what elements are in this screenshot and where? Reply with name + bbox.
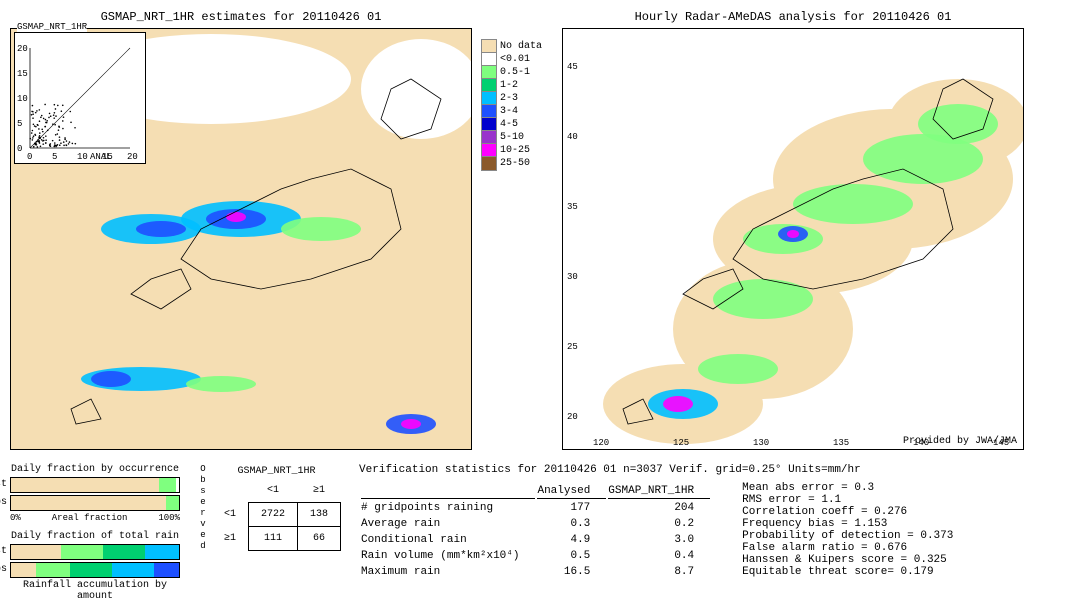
inset-svg: 0055101015152020ANAL (15, 33, 145, 163)
metric-line: Correlation coeff = 0.276 (742, 506, 953, 518)
svg-text:135: 135 (833, 438, 849, 448)
svg-text:20: 20 (127, 152, 138, 162)
verification-panel: Verification statistics for 20110426 01 … (359, 464, 1070, 581)
left-map-panel: GSMAP_NRT_1HR 0055101015152020ANAL (10, 28, 472, 450)
ct-00: 2722 (249, 502, 298, 526)
metric-line: Mean abs error = 0.3 (742, 482, 953, 494)
total-est-bar: Est (10, 544, 180, 560)
svg-text:40: 40 (567, 132, 578, 142)
contingency-title: GSMAP_NRT_1HR (212, 466, 341, 477)
provided-label: Provided by JWA/JMA (903, 436, 1017, 447)
scatter-inset: GSMAP_NRT_1HR 0055101015152020ANAL (14, 32, 146, 164)
svg-text:35: 35 (567, 202, 578, 212)
svg-text:10: 10 (17, 94, 28, 104)
ct-col1: ≥1 (298, 479, 341, 503)
right-map-wrap: Hourly Radar-AMeDAS analysis for 2011042… (562, 10, 1024, 450)
ct-row0: <1 (212, 502, 249, 526)
metrics-list: Mean abs error = 0.3RMS error = 1.1Corre… (742, 482, 953, 581)
metric-line: RMS error = 1.1 (742, 494, 953, 506)
bottom-row: Daily fraction by occurrence Est Obs 0% … (10, 464, 1070, 604)
metric-line: Probability of detection = 0.373 (742, 530, 953, 542)
svg-text:0: 0 (27, 152, 32, 162)
metric-line: False alarm ratio = 0.676 (742, 542, 953, 554)
total-caption: Rainfall accumulation by amount (10, 580, 180, 602)
right-map-title: Hourly Radar-AMeDAS analysis for 2011042… (562, 10, 1024, 24)
svg-text:125: 125 (673, 438, 689, 448)
axis-0: 0% (10, 513, 21, 523)
svg-text:25: 25 (567, 342, 578, 352)
metric-line: Frequency bias = 1.153 (742, 518, 953, 530)
ct-01: 138 (298, 502, 341, 526)
svg-text:20: 20 (17, 44, 28, 54)
occurrence-est-bar: Est (10, 477, 180, 493)
svg-text:ANAL: ANAL (90, 152, 112, 162)
verif-heading: Verification statistics for 20110426 01 … (359, 464, 1070, 476)
occurrence-axis: 0% Areal fraction 100% (10, 513, 180, 523)
fractions-panel: Daily fraction by occurrence Est Obs 0% … (10, 464, 180, 604)
observed-side-label: Observed (198, 464, 208, 552)
color-legend: No data<0.010.5-11-22-33-44-55-1010-2525… (481, 40, 542, 170)
contingency-wrap: Observed GSMAP_NRT_1HR <1≥1 <12722138 ≥1… (198, 464, 341, 552)
left-map-wrap: GSMAP_NRT_1HR estimates for 20110426 01 … (10, 10, 472, 450)
ct-row1: ≥1 (212, 526, 249, 550)
svg-text:15: 15 (17, 69, 28, 79)
metric-line: Hanssen & Kuipers score = 0.325 (742, 554, 953, 566)
total-obs-bar: Obs (10, 562, 180, 578)
svg-text:130: 130 (753, 438, 769, 448)
legend-item: 25-50 (481, 157, 542, 170)
axis-1: Areal fraction (52, 513, 128, 523)
svg-text:0: 0 (17, 144, 22, 154)
maps-row: GSMAP_NRT_1HR estimates for 20110426 01 … (10, 10, 1070, 450)
ct-11: 66 (298, 526, 341, 550)
right-map-panel: 120125130135140145454035302520 Provided … (562, 28, 1024, 450)
svg-text:45: 45 (567, 62, 578, 72)
metric-line: Equitable threat score= 0.179 (742, 566, 953, 578)
verif-table: AnalysedGSMAP_NRT_1HR# gridpoints rainin… (359, 482, 712, 581)
inset-title: GSMAP_NRT_1HR (17, 22, 87, 32)
contingency-table: <1≥1 <12722138 ≥111166 (212, 479, 341, 551)
ct-10: 111 (249, 526, 298, 550)
svg-text:20: 20 (567, 412, 578, 422)
svg-text:5: 5 (52, 152, 57, 162)
svg-text:5: 5 (17, 119, 22, 129)
ct-col0: <1 (249, 479, 298, 503)
svg-text:30: 30 (567, 272, 578, 282)
occurrence-title: Daily fraction by occurrence (10, 464, 180, 475)
total-title: Daily fraction of total rain (10, 531, 180, 542)
svg-text:120: 120 (593, 438, 609, 448)
axis-2: 100% (158, 513, 180, 523)
svg-text:10: 10 (77, 152, 88, 162)
occurrence-obs-bar: Obs (10, 495, 180, 511)
right-map-svg: 120125130135140145454035302520 (563, 29, 1023, 449)
